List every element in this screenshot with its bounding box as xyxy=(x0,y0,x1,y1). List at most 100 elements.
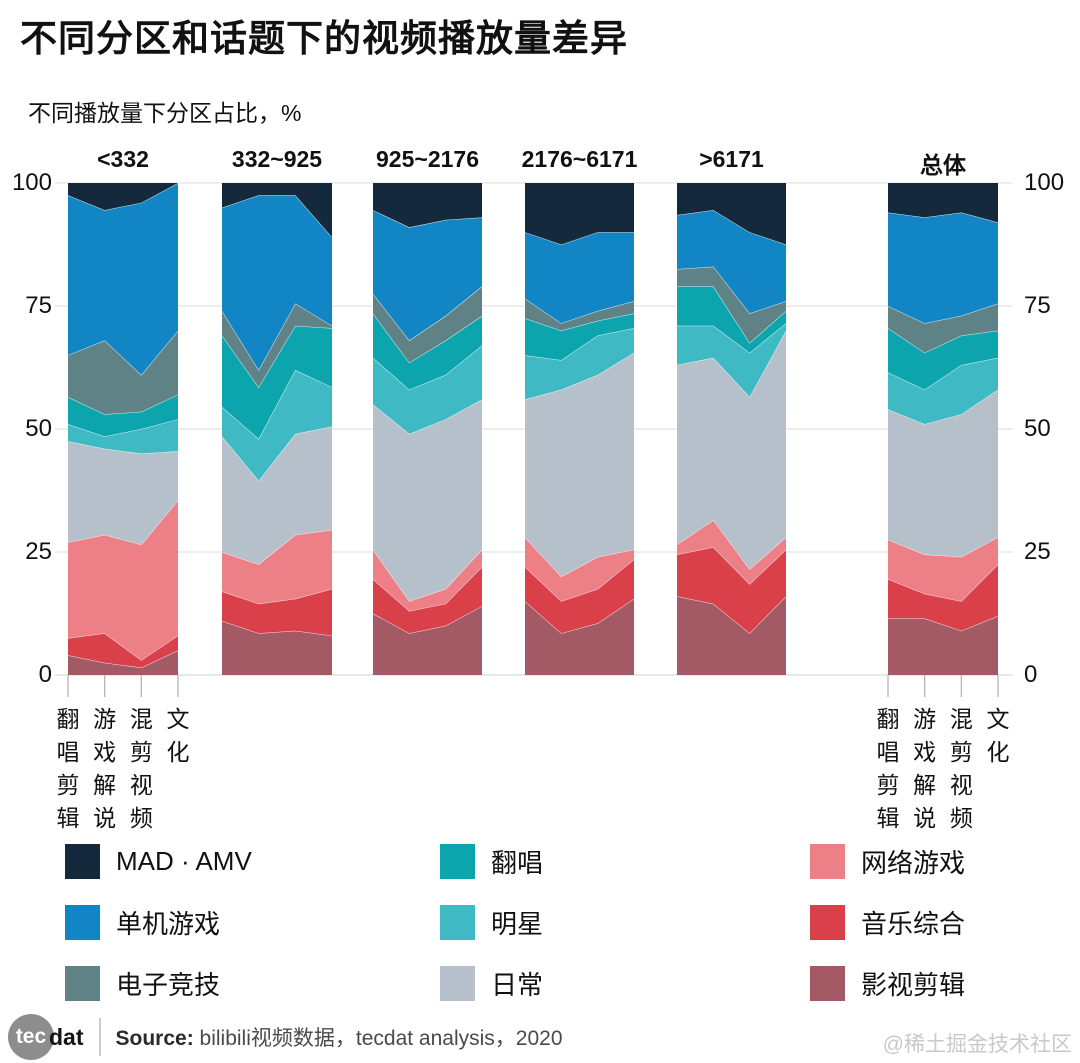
group-header: 925~2176 xyxy=(376,146,479,172)
group-header: 总体 xyxy=(920,152,966,178)
area-翻唱 xyxy=(68,394,178,437)
legend-label: 明星 xyxy=(491,908,544,939)
area-影视剪辑 xyxy=(68,650,178,675)
legend-label: MAD · AMV xyxy=(116,845,252,876)
area-音乐综合 xyxy=(222,588,332,636)
y-axis-label-left: 100 xyxy=(11,169,52,196)
legend-item: 翻唱 xyxy=(440,843,543,879)
area-日常 xyxy=(888,389,998,557)
area-单机游戏 xyxy=(68,183,178,375)
legend-swatch xyxy=(65,843,100,879)
area-MAD · AMV xyxy=(68,183,178,211)
area-单机游戏 xyxy=(677,210,786,314)
area-音乐综合 xyxy=(68,633,178,668)
legend-item: MAD · AMV xyxy=(65,843,252,879)
area-明星 xyxy=(525,328,634,400)
footer-divider xyxy=(98,1018,101,1056)
y-axis-label-left: 25 xyxy=(25,538,52,565)
area-网络游戏 xyxy=(222,529,332,604)
area-MAD · AMV xyxy=(525,183,634,245)
logo-rest-text: dat xyxy=(49,1023,84,1050)
legend-label: 影视剪辑 xyxy=(861,969,966,1000)
x-axis-tick-label: 混剪视频 xyxy=(949,706,973,831)
y-axis-label-right: 25 xyxy=(1024,538,1051,565)
area-单机游戏 xyxy=(888,212,998,324)
area-日常 xyxy=(373,399,482,602)
area-翻唱 xyxy=(222,325,332,439)
x-axis-tick-label: 混剪视频 xyxy=(129,706,153,831)
x-axis-tick-label: 翻唱剪辑 xyxy=(876,706,900,831)
legend-column: 网络游戏 音乐综合 影视剪辑 xyxy=(810,843,965,1001)
area-音乐综合 xyxy=(373,566,482,634)
area-boundary xyxy=(524,559,635,602)
area-日常 xyxy=(525,352,634,577)
area-电子竞技 xyxy=(525,298,634,331)
area-电子竞技 xyxy=(888,303,998,353)
source-label: Source: xyxy=(115,1027,194,1050)
area-明星 xyxy=(222,370,332,481)
watermark: @稀土掘金技术社区 xyxy=(882,1033,1072,1056)
chart-subtitle: 不同播放量下分区占比，% xyxy=(28,100,302,126)
area-音乐综合 xyxy=(525,559,634,634)
area-单机游戏 xyxy=(373,210,482,341)
source-text: bilibili视频数据，tecdat analysis，2020 xyxy=(199,1027,563,1050)
area-电子竞技 xyxy=(222,303,332,388)
x-axis-tick-label: 文化 xyxy=(986,706,1010,765)
y-axis-label-left: 50 xyxy=(25,415,52,442)
legend-item: 电子竞技 xyxy=(65,965,252,1001)
legend-swatch xyxy=(440,843,475,879)
area-日常 xyxy=(677,330,786,570)
legend-swatch xyxy=(65,904,100,940)
area-电子竞技 xyxy=(68,330,178,415)
legend-swatch xyxy=(810,904,845,940)
group-header: <332 xyxy=(97,146,149,172)
legend-swatch xyxy=(440,904,475,940)
legend-label: 音乐综合 xyxy=(861,908,966,939)
tecdat-logo: tec xyxy=(8,1014,54,1060)
y-axis-label-left: 0 xyxy=(38,661,52,688)
area-影视剪辑 xyxy=(525,598,634,675)
legend-swatch xyxy=(810,965,845,1001)
area-MAD · AMV xyxy=(373,183,482,228)
area-明星 xyxy=(68,419,178,454)
footer: tec dat Source: bilibili视频数据，tecdat anal… xyxy=(8,1012,563,1062)
area-网络游戏 xyxy=(68,500,178,661)
y-axis-label-right: 75 xyxy=(1024,292,1051,319)
legend-column: MAD · AMV 单机游戏 电子竞技 xyxy=(65,843,252,1001)
area-日常 xyxy=(68,441,178,545)
area-MAD · AMV xyxy=(222,183,332,238)
legend-item: 音乐综合 xyxy=(810,904,965,940)
group-header: 332~925 xyxy=(231,146,323,172)
area-boundary xyxy=(67,394,179,415)
source-line: Source: bilibili视频数据，tecdat analysis，202… xyxy=(116,1022,563,1052)
x-axis-tick-label: 游戏解说 xyxy=(93,706,117,831)
y-axis-label-right: 50 xyxy=(1024,415,1051,442)
y-axis-label-right: 0 xyxy=(1024,661,1038,688)
x-axis-tick-label: 游戏解说 xyxy=(913,706,937,831)
area-网络游戏 xyxy=(525,537,634,602)
legend-swatch xyxy=(810,843,845,879)
legend-item: 日常 xyxy=(440,965,543,1001)
area-影视剪辑 xyxy=(222,620,332,675)
legend-label: 翻唱 xyxy=(491,847,544,878)
area-网络游戏 xyxy=(677,520,786,584)
y-axis-label-left: 75 xyxy=(25,292,52,319)
area-翻唱 xyxy=(888,328,998,390)
area-翻唱 xyxy=(677,286,786,353)
x-axis-tick-label: 翻唱剪辑 xyxy=(56,706,80,831)
area-影视剪辑 xyxy=(373,606,482,675)
area-电子竞技 xyxy=(373,286,482,363)
area-影视剪辑 xyxy=(677,596,786,675)
legend-label: 网络游戏 xyxy=(861,847,966,878)
area-日常 xyxy=(222,426,332,565)
x-axis-tick-label: 文化 xyxy=(166,706,190,765)
area-电子竞技 xyxy=(677,266,786,343)
group-header: 2176~6171 xyxy=(521,146,638,172)
legend-item: 明星 xyxy=(440,904,543,940)
legend-item: 单机游戏 xyxy=(65,904,252,940)
area-影视剪辑 xyxy=(888,616,998,675)
area-MAD · AMV xyxy=(677,183,786,245)
area-MAD · AMV xyxy=(888,183,998,223)
